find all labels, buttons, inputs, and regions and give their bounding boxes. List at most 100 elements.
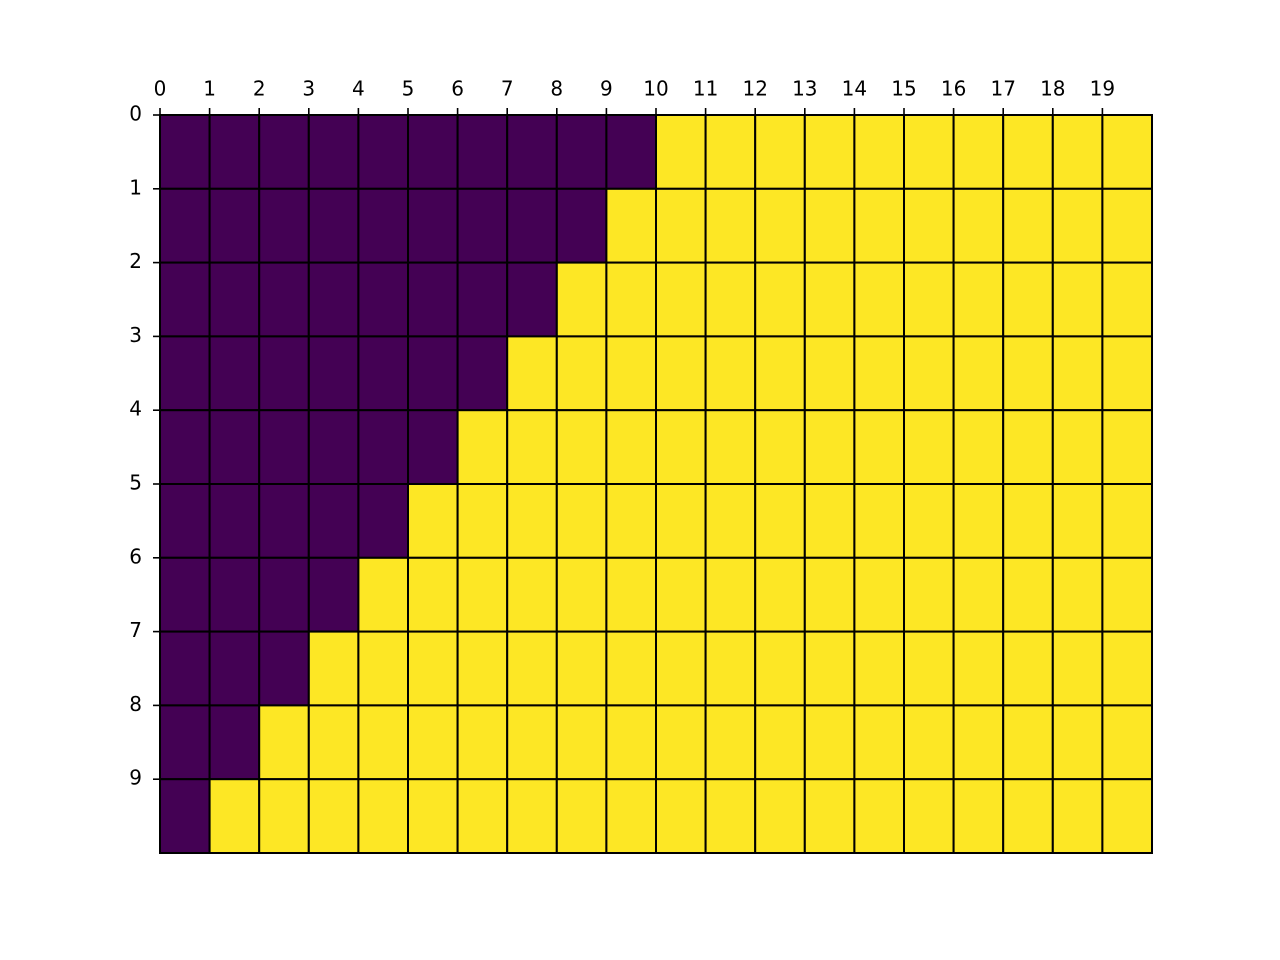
cell bbox=[506, 187, 558, 264]
y-tick-label: 8 bbox=[129, 692, 142, 716]
cell bbox=[1002, 335, 1054, 412]
cell bbox=[704, 556, 757, 633]
cell bbox=[605, 409, 658, 486]
y-tick-label: 4 bbox=[129, 397, 142, 421]
cell bbox=[903, 335, 955, 412]
cell bbox=[1101, 187, 1154, 264]
cell bbox=[853, 778, 906, 855]
cell bbox=[853, 704, 906, 781]
cell bbox=[258, 114, 310, 190]
cell bbox=[159, 556, 211, 633]
cell bbox=[1051, 483, 1104, 559]
cell bbox=[1101, 556, 1154, 633]
cell bbox=[357, 630, 409, 707]
cell bbox=[555, 630, 608, 707]
x-tick-label: 5 bbox=[402, 77, 415, 101]
cell bbox=[655, 704, 707, 781]
cell bbox=[159, 483, 211, 559]
y-tick-label: 7 bbox=[129, 618, 142, 642]
cell bbox=[258, 409, 310, 486]
x-tick-label: 11 bbox=[693, 77, 718, 101]
y-tick-label: 3 bbox=[129, 323, 142, 347]
cell bbox=[754, 335, 806, 412]
cell bbox=[357, 409, 409, 486]
cell bbox=[605, 114, 658, 190]
cell bbox=[754, 114, 806, 190]
cell bbox=[803, 114, 856, 190]
y-tick-label: 6 bbox=[129, 544, 142, 568]
cell bbox=[1051, 556, 1104, 633]
cell bbox=[506, 409, 558, 486]
x-tick-label: 7 bbox=[501, 77, 514, 101]
x-tick-label: 1 bbox=[203, 77, 216, 101]
cell bbox=[952, 630, 1005, 707]
cell bbox=[952, 483, 1005, 559]
cell bbox=[605, 630, 658, 707]
cell bbox=[159, 704, 211, 781]
cell bbox=[1101, 630, 1154, 707]
cell bbox=[952, 778, 1005, 855]
cell bbox=[704, 187, 757, 264]
y-tick-label: 5 bbox=[129, 471, 142, 495]
cell bbox=[307, 778, 360, 855]
x-tick-label: 15 bbox=[891, 77, 916, 101]
cell bbox=[407, 187, 459, 264]
cell bbox=[258, 778, 310, 855]
cell bbox=[258, 335, 310, 412]
cell bbox=[754, 704, 806, 781]
cell bbox=[506, 261, 558, 338]
cell bbox=[159, 335, 211, 412]
cell bbox=[555, 409, 608, 486]
cell bbox=[952, 335, 1005, 412]
cell bbox=[803, 630, 856, 707]
cell bbox=[803, 261, 856, 338]
cell bbox=[555, 704, 608, 781]
cell bbox=[704, 114, 757, 190]
cell bbox=[903, 630, 955, 707]
x-tick-label: 4 bbox=[352, 77, 365, 101]
cell bbox=[1002, 187, 1054, 264]
cell bbox=[1002, 483, 1054, 559]
cell bbox=[1051, 778, 1104, 855]
cell bbox=[704, 409, 757, 486]
cell bbox=[853, 556, 906, 633]
y-tick-label: 2 bbox=[129, 249, 142, 273]
cell bbox=[506, 778, 558, 855]
cell bbox=[903, 409, 955, 486]
cell bbox=[655, 187, 707, 264]
cell bbox=[307, 409, 360, 486]
cell bbox=[903, 114, 955, 190]
cell bbox=[208, 778, 261, 855]
x-tick-label: 19 bbox=[1090, 77, 1115, 101]
x-tick-label: 8 bbox=[550, 77, 563, 101]
cell bbox=[357, 483, 409, 559]
cell bbox=[357, 778, 409, 855]
cell bbox=[407, 335, 459, 412]
cell bbox=[1051, 630, 1104, 707]
cell bbox=[803, 556, 856, 633]
cell bbox=[655, 483, 707, 559]
cell bbox=[903, 187, 955, 264]
cell bbox=[456, 409, 509, 486]
cell bbox=[1101, 261, 1154, 338]
cell bbox=[407, 409, 459, 486]
cell bbox=[555, 261, 608, 338]
cell bbox=[258, 187, 310, 264]
cell bbox=[803, 483, 856, 559]
cell bbox=[407, 556, 459, 633]
cell bbox=[407, 483, 459, 559]
cell bbox=[605, 704, 658, 781]
cell bbox=[853, 261, 906, 338]
cell bbox=[1051, 409, 1104, 486]
cell bbox=[754, 483, 806, 559]
cell bbox=[605, 261, 658, 338]
cell bbox=[704, 483, 757, 559]
cell bbox=[704, 261, 757, 338]
cell bbox=[903, 556, 955, 633]
cell bbox=[1101, 114, 1154, 190]
cell bbox=[1051, 704, 1104, 781]
cell bbox=[1002, 261, 1054, 338]
cell bbox=[506, 556, 558, 633]
cell bbox=[754, 261, 806, 338]
cell bbox=[258, 261, 310, 338]
